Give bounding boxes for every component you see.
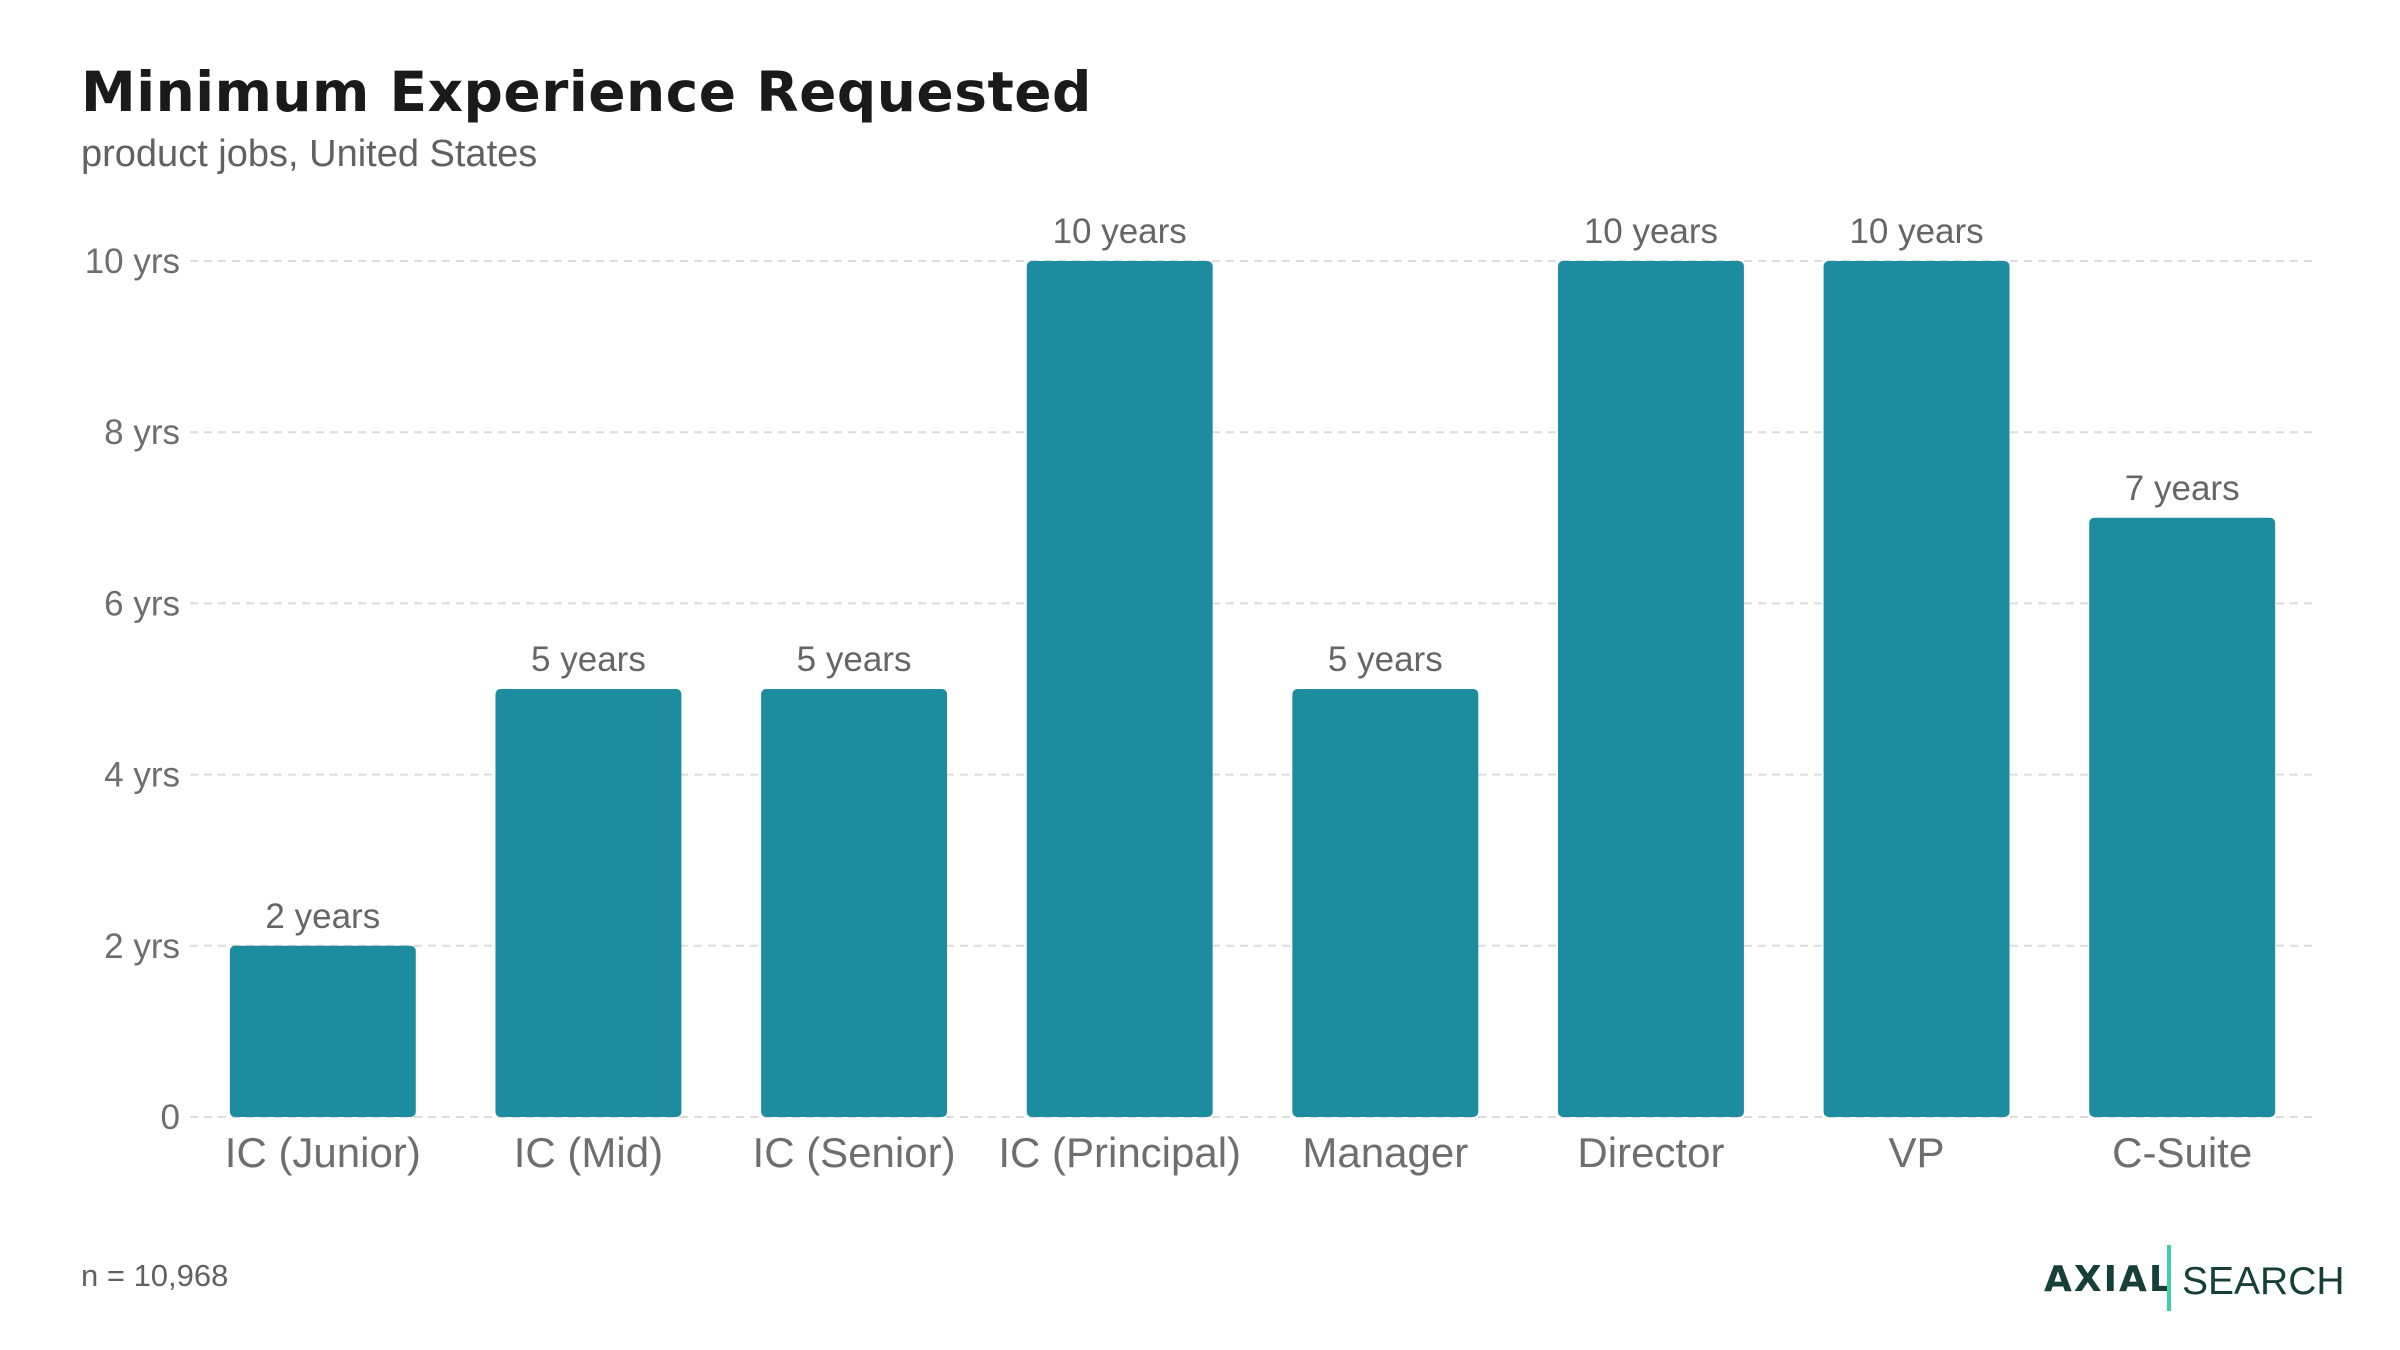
logo-divider [2167,1245,2171,1311]
bar-value-label: 5 years [1328,640,1443,679]
x-tick-label: VP [1889,1129,1945,1176]
y-tick-label: 2 yrs [104,927,180,966]
sample-size-note: n = 10,968 [81,1258,229,1293]
y-tick-label: 8 yrs [104,413,180,452]
y-axis-ticks: 0 2 yrs 4 yrs 6 yrs 8 yrs 10 yrs [85,242,180,1137]
y-tick-label: 6 yrs [104,584,180,623]
x-tick-label: Manager [1302,1129,1468,1176]
bar [495,689,682,1117]
x-tick-label: IC (Principal) [998,1129,1241,1176]
axial-search-logo[interactable]: AXIAL SEARCH [2040,1245,2345,1311]
bar-value-label: 5 years [797,640,912,679]
x-axis-ticks: IC (Junior) IC (Mid) IC (Senior) IC (Princi… [225,1129,2252,1176]
bar [229,945,416,1117]
value-labels: 2 years 5 years 5 years 10 years 5 years 10 y… [265,212,2239,936]
bar [761,689,948,1117]
x-tick-label: IC (Junior) [225,1129,421,1176]
logo-brand-text: AXIAL [2044,1259,2174,1300]
x-tick-label: Director [1577,1129,1724,1176]
x-tick-label: C-Suite [2112,1129,2252,1176]
bar [2089,517,2276,1117]
y-tick-label: 10 yrs [85,242,180,281]
bar-value-label: 7 years [2125,469,2240,508]
bar-value-label: 10 years [1849,212,1983,251]
bar [1026,261,1213,1117]
bar-value-label: 5 years [531,640,646,679]
bar [1292,689,1479,1117]
bar-value-label: 10 years [1053,212,1187,251]
bar-value-label: 10 years [1584,212,1718,251]
chart-title: Minimum Experience Requested [81,60,1092,124]
bar-value-label: 2 years [265,897,380,936]
y-tick-label: 4 yrs [104,756,180,795]
x-tick-label: IC (Mid) [514,1129,663,1176]
bar-chart: 0 2 yrs 4 yrs 6 yrs 8 yrs 10 yrs 2 years 5 yea… [85,212,2315,1176]
bar [1823,261,2010,1117]
x-tick-label: IC (Senior) [753,1129,956,1176]
bars [229,261,2276,1117]
bar [1557,261,1744,1117]
chart-subtitle: product jobs, United States [81,133,538,175]
logo-product-text: SEARCH [2182,1260,2345,1303]
y-tick-label: 0 [161,1098,180,1137]
